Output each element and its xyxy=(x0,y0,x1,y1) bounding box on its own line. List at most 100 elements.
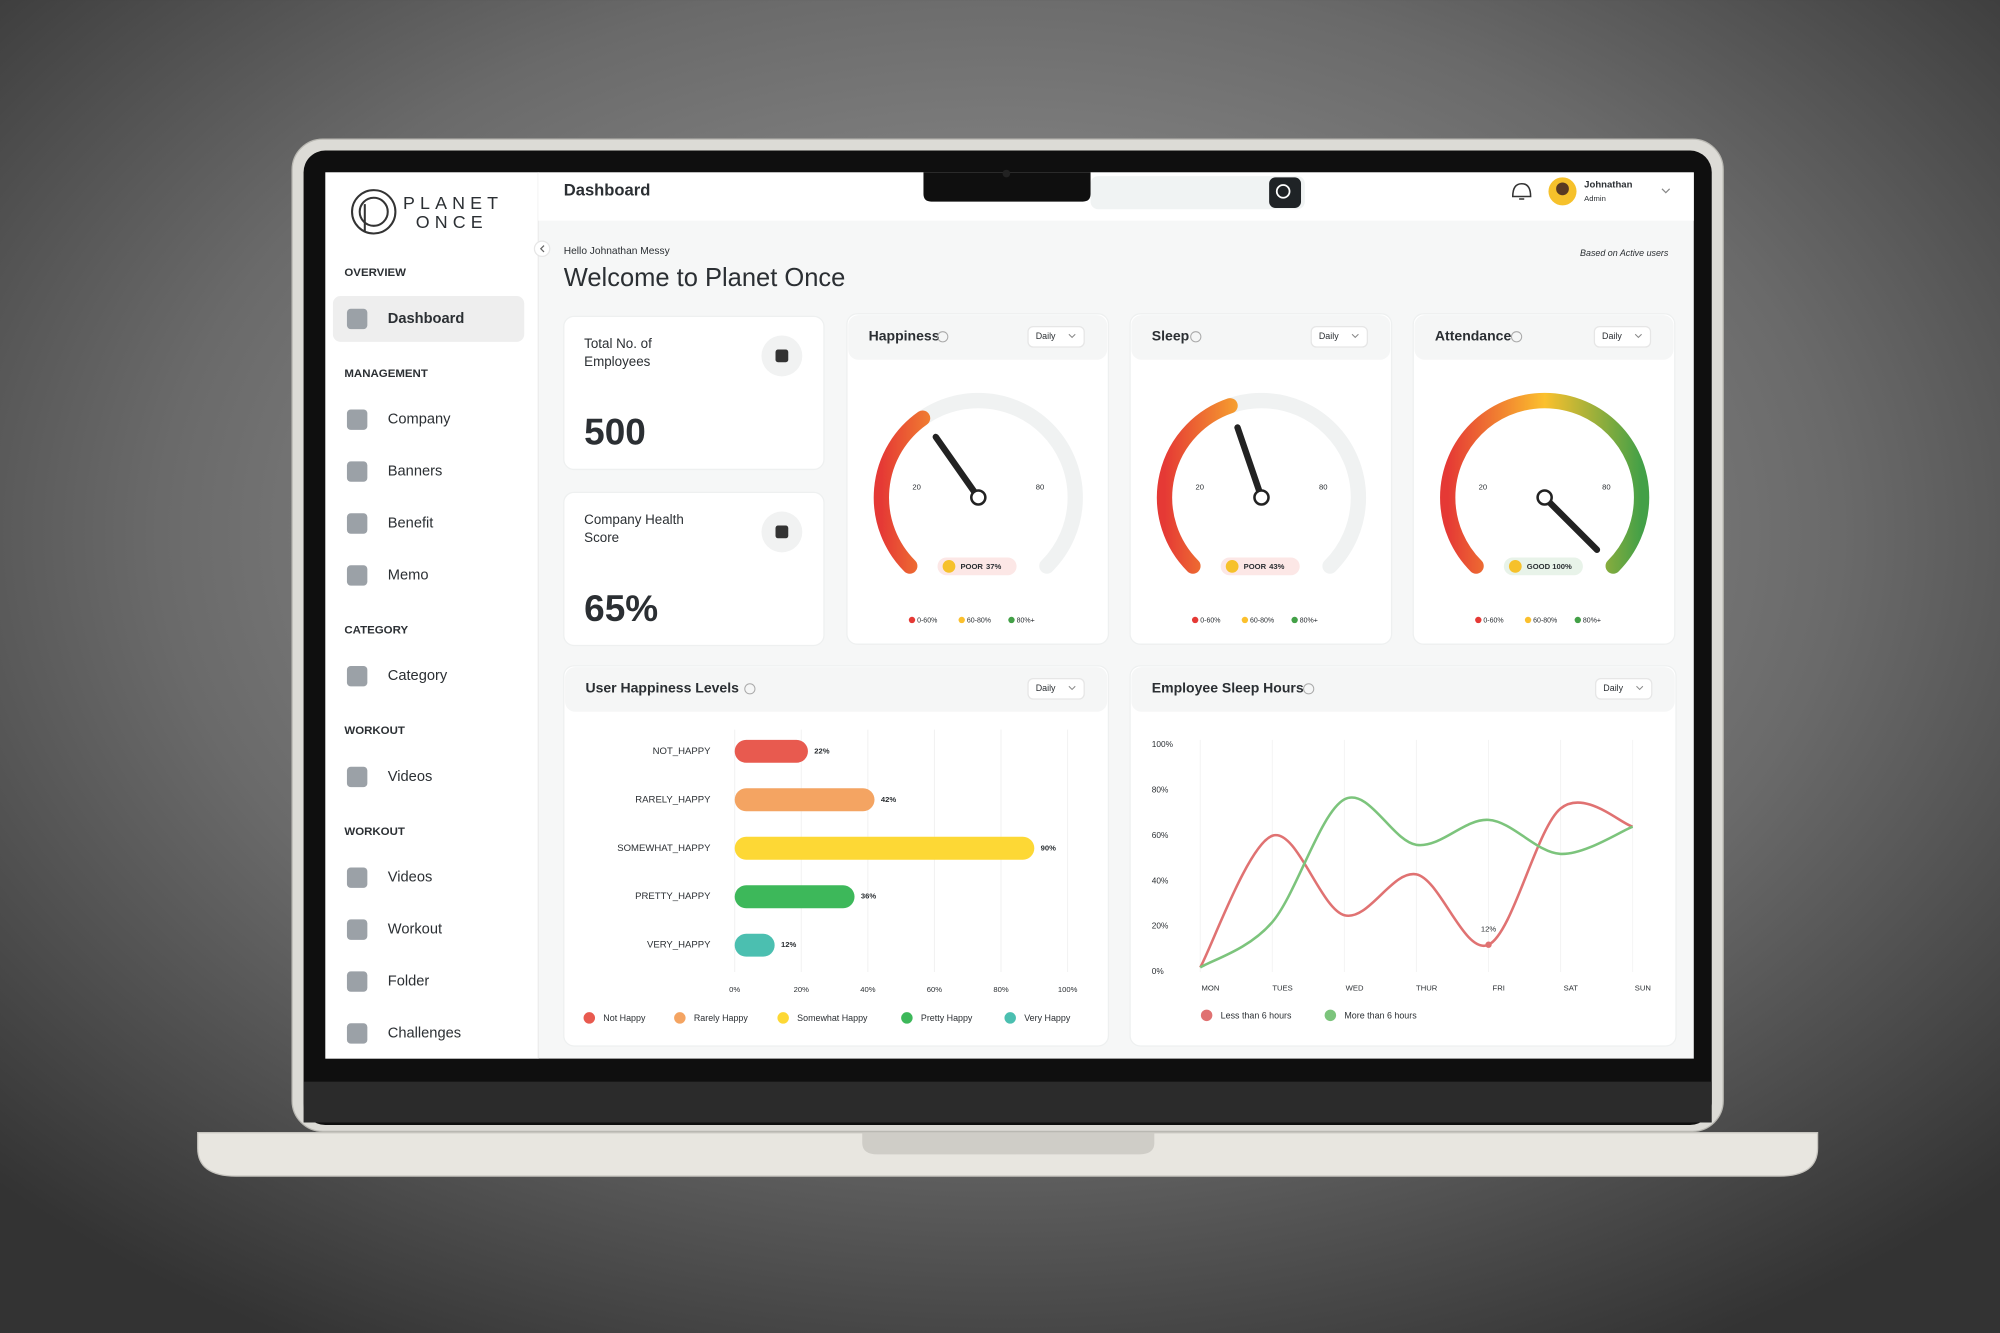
nav-icon[interactable] xyxy=(346,513,368,534)
search-box[interactable] xyxy=(1090,176,1305,210)
period-label: Daily xyxy=(1036,683,1056,693)
active-nav-bg[interactable] xyxy=(332,295,525,342)
camera xyxy=(1002,169,1011,178)
nav-item[interactable]: Videos xyxy=(388,769,433,785)
nav-item[interactable]: Folder xyxy=(388,973,430,989)
value-label: 12% xyxy=(781,940,796,949)
logo-line: ONCE xyxy=(416,212,488,232)
collapse-chevron xyxy=(539,245,545,253)
series-line xyxy=(1199,796,1634,969)
stat-icon-glyph xyxy=(775,525,789,539)
gauge-legend-dot xyxy=(1241,616,1249,624)
point-marker xyxy=(1485,941,1492,948)
period-chevron xyxy=(1636,685,1644,691)
nav-icon[interactable] xyxy=(346,308,368,330)
period-chevron xyxy=(1068,685,1076,691)
gauge-tick-label: 80 xyxy=(1319,483,1327,492)
x-tick-label: 100% xyxy=(1058,985,1078,994)
nav-icon[interactable] xyxy=(346,919,368,940)
bell-icon[interactable] xyxy=(1511,182,1532,200)
nav-icon[interactable] xyxy=(346,409,368,430)
y-tick-label: 40% xyxy=(1152,875,1169,885)
y-tick-label: 80% xyxy=(1152,785,1169,795)
nav-icon[interactable] xyxy=(346,461,368,482)
x-tick-label: THUR xyxy=(1416,984,1438,993)
user-chevron[interactable] xyxy=(1661,188,1671,194)
status-value: 37% xyxy=(986,562,1001,571)
info-icon xyxy=(744,683,756,695)
search-icon xyxy=(1275,184,1291,199)
page-title: Dashboard xyxy=(564,181,651,200)
user-role: Admin xyxy=(1584,194,1606,203)
stat-label: Total No. of xyxy=(584,336,652,351)
nav-icon[interactable] xyxy=(346,971,368,992)
nav-item[interactable]: Memo xyxy=(388,567,429,583)
period-select[interactable] xyxy=(1593,325,1652,348)
nav-icon[interactable] xyxy=(346,665,368,687)
gauge-legend-label: 60-80% xyxy=(967,617,991,624)
period-label: Daily xyxy=(1603,683,1623,693)
value-label: 90% xyxy=(1041,843,1056,852)
gauge-tick-label: 80 xyxy=(1036,483,1045,492)
camera-notch xyxy=(923,172,1091,202)
gauge-value-arc xyxy=(1440,392,1650,574)
nav-icon[interactable] xyxy=(346,766,368,788)
info-icon xyxy=(937,331,949,343)
x-tick-label: 20% xyxy=(794,985,809,994)
collapse-button[interactable] xyxy=(533,240,551,258)
nav-item[interactable]: Videos xyxy=(388,870,433,886)
search-button[interactable] xyxy=(1269,177,1302,208)
gauge-legend-label: 0-60% xyxy=(917,617,937,624)
status-emoji xyxy=(1225,559,1239,573)
nav-item[interactable]: Category xyxy=(388,668,448,684)
card-header xyxy=(565,667,1108,712)
bar xyxy=(734,788,875,812)
nav-item[interactable]: Challenges xyxy=(388,1025,461,1041)
note: Based on Active users xyxy=(1580,248,1669,258)
bar xyxy=(734,836,1035,860)
nav-item[interactable]: Workout xyxy=(388,922,442,938)
gauge-legend-label: 0-60% xyxy=(1200,617,1220,624)
category-label: VERY_HAPPY xyxy=(647,940,711,951)
point-label: 12% xyxy=(1481,924,1496,933)
card-title: Sleep xyxy=(1152,327,1189,343)
nav-item[interactable]: Benefit xyxy=(388,515,434,531)
nav-item[interactable]: Company xyxy=(388,412,451,428)
card-title: Employee Sleep Hours xyxy=(1152,680,1304,696)
period-select[interactable] xyxy=(1310,325,1368,348)
category-label: SOMEWHAT_HAPPY xyxy=(617,843,711,854)
gauge-legend-dot xyxy=(1291,616,1298,624)
nav-item[interactable]: Dashboard xyxy=(388,311,465,327)
legend-dot xyxy=(674,1012,686,1024)
gauge-tick-label: 20 xyxy=(1195,483,1204,492)
base-notch xyxy=(862,1132,1155,1155)
status-value: 43% xyxy=(1269,562,1284,571)
category-label: PRETTY_HAPPY xyxy=(635,891,711,902)
period-chevron xyxy=(1068,333,1076,339)
gauge-legend-label: 80%+ xyxy=(1017,617,1035,624)
gauge-legend-dot xyxy=(1008,616,1015,624)
legend-dot xyxy=(901,1012,913,1024)
bar xyxy=(734,739,808,763)
gauge-tick-label: 80 xyxy=(1602,483,1611,492)
period-chevron xyxy=(1351,333,1359,339)
period-select[interactable] xyxy=(1595,677,1653,700)
nav-item[interactable]: Banners xyxy=(388,463,443,479)
nav-icon[interactable] xyxy=(346,1023,368,1044)
period-select[interactable] xyxy=(1027,677,1085,700)
gauge-legend-dot xyxy=(1524,616,1532,624)
nav-icon[interactable] xyxy=(346,867,368,888)
x-tick-label: SAT xyxy=(1564,984,1579,993)
legend-label: Pretty Happy xyxy=(921,1013,973,1023)
period-select[interactable] xyxy=(1027,325,1085,348)
nav-icon[interactable] xyxy=(346,565,368,586)
legend-label: Less than 6 hours xyxy=(1221,1010,1292,1020)
status-emoji xyxy=(942,559,956,573)
legend-dot xyxy=(1004,1012,1016,1024)
status-text: POOR xyxy=(1244,562,1267,571)
gauge-legend-label: 80%+ xyxy=(1583,617,1601,624)
info-icon xyxy=(1190,331,1202,343)
x-tick-label: 0% xyxy=(729,985,740,994)
